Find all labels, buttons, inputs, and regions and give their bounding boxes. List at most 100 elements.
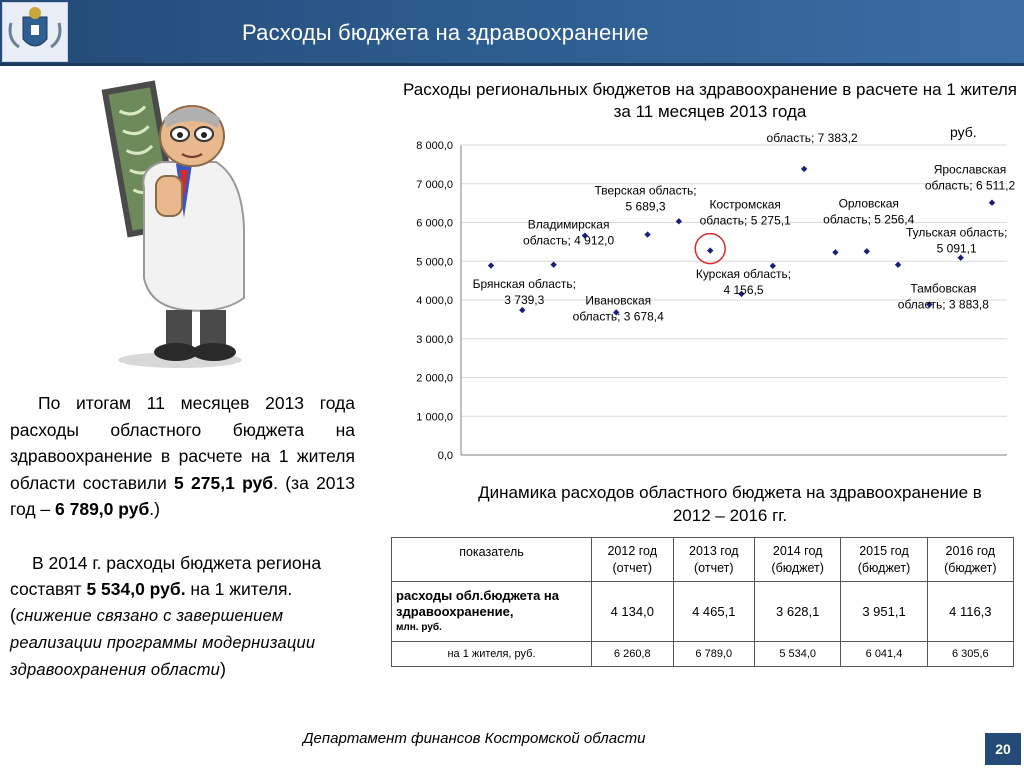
header-year: 2014 год	[772, 543, 823, 558]
row-main-label-text: расходы обл.бюджета на здравоохранение,	[396, 587, 559, 619]
data-label: область; 7 383,2	[767, 131, 858, 145]
y-tick-label: 8 000,0	[416, 140, 453, 152]
data-point	[487, 262, 495, 269]
table-header-2012: 2012 год (отчет)	[591, 537, 674, 582]
coat-of-arms-logo	[2, 2, 68, 62]
footer-department: Департамент финансов Костромской области	[303, 730, 646, 747]
page-number: 20	[985, 733, 1021, 765]
table-cell: 4 465,1	[672, 581, 756, 642]
row-main-unit: млн. руб.	[396, 621, 442, 633]
header-status: (отчет)	[612, 560, 653, 575]
summary-p1-text: По итогам 11 месяцев 2013 года расходы о…	[10, 393, 355, 493]
table-row: расходы обл.бюджета на здравоохранение, м…	[391, 581, 1015, 642]
data-point	[613, 309, 620, 316]
data-point	[550, 261, 557, 268]
table-row: на 1 жителя, руб. 6 260,8 6 789,0 5 534,…	[391, 641, 1015, 667]
header-year: 2013 год	[689, 543, 739, 558]
y-tick-label: 3 000,0	[416, 334, 453, 346]
table-cell: 4 116,3	[926, 581, 1015, 642]
data-point	[738, 290, 745, 298]
data-label: область; 3 883,8	[898, 298, 989, 312]
summary-text: По итогам 11 месяцев 2013 года расходы о…	[10, 390, 355, 523]
table-header-2015: 2015 год (бюджет)	[840, 537, 928, 582]
table-cell: 4 134,0	[591, 581, 674, 642]
table-cell: 6 041,4	[840, 641, 928, 667]
table-header-row: показатель 2012 год (отчет) 2013 год (отче…	[391, 537, 1015, 582]
table-header-2013: 2013 год (отчет)	[672, 537, 756, 582]
y-tick-label: 7 000,0	[416, 179, 453, 191]
summary-p2-value: 5 534,0 руб.	[86, 579, 186, 599]
data-label: область; 5 275,1	[700, 214, 791, 228]
data-label: Ярославская	[934, 163, 1007, 177]
data-point	[863, 248, 870, 255]
chart-unit: руб.	[950, 124, 977, 140]
data-label: 3 739,3	[504, 293, 544, 307]
data-label: Курская область;	[696, 267, 791, 281]
scatter-chart: 0,0 1 000,0 2 000,0 3 000,0 4 000,0 5 000,0 6 …	[416, 131, 1016, 462]
row-main-label: расходы обл.бюджета на здравоохранение, м…	[391, 581, 592, 642]
table-header-2016: 2016 год (бюджет)	[926, 537, 1015, 582]
y-tick-label: 5 000,0	[416, 256, 453, 268]
data-point	[675, 218, 683, 225]
summary-note: снижение связано с завершением реализаци…	[10, 607, 316, 679]
summary-p1-mid: . (за 2013 год –	[10, 472, 355, 520]
summary-note-close: )	[220, 659, 226, 679]
data-point	[581, 232, 589, 239]
summary-p1-end: .)	[149, 499, 160, 519]
header-status: (бюджет)	[771, 560, 824, 575]
data-point	[800, 165, 808, 173]
data-label: Брянская область;	[473, 277, 576, 291]
y-tick-label: 2 000,0	[416, 373, 453, 385]
summary-p1-value: 5 275,1 руб	[174, 472, 274, 493]
y-tick-label: 4 000,0	[416, 295, 453, 307]
highlight-circle	[694, 232, 726, 265]
summary-note-open: (	[10, 605, 16, 625]
summary-p1-value2: 6 789,0 руб	[55, 499, 150, 519]
data-point	[769, 262, 777, 270]
data-label: Орловская	[839, 196, 899, 210]
y-tick-label: 0,0	[438, 450, 453, 462]
header-status: (отчет)	[694, 560, 734, 575]
page-title: Расходы бюджета на здравоохранение	[242, 20, 649, 45]
table-cell: 6 305,6	[926, 641, 1015, 667]
data-label: область; 6 511,2	[925, 179, 1016, 193]
summary-p2-text: В 2014 г. расходы бюджета региона состав…	[10, 553, 322, 599]
table-cell: 5 534,0	[754, 641, 842, 667]
data-label: область; 3 678,4	[573, 309, 664, 323]
table-header-indicator: показатель	[391, 537, 592, 582]
data-label: Тамбовская	[910, 282, 976, 296]
data-label: Ивановская	[585, 293, 651, 307]
summary-p2-end: на 1 жителя.	[185, 579, 293, 599]
header-year: 2015 год	[859, 543, 909, 558]
table-cell: 3 951,1	[840, 581, 928, 642]
data-point	[988, 199, 996, 206]
table-cell: 6 789,0	[672, 641, 756, 667]
table-title: Динамика расходов областного бюджета на …	[478, 483, 982, 525]
budget-dynamics-table: показатель 2012 год (отчет) 2013 год (отче…	[391, 537, 1015, 667]
header-year: 2012 год	[607, 543, 658, 558]
data-label: 4 156,5	[723, 283, 763, 297]
data-point	[894, 261, 902, 268]
summary-text-2: В 2014 г. расходы бюджета региона состав…	[10, 550, 375, 683]
chart-title: Расходы региональных бюджетов на здравоо…	[403, 80, 1017, 121]
data-point	[957, 254, 964, 261]
data-point	[706, 247, 714, 254]
data-label: 5 689,3	[626, 200, 666, 214]
row-sub-label: на 1 жителя, руб.	[391, 641, 592, 667]
table-cell: 3 628,1	[754, 581, 842, 642]
header-status: (бюджет)	[944, 560, 997, 575]
table-header-2014: 2014 год (бюджет)	[754, 537, 842, 582]
data-label: Костромская	[709, 198, 780, 212]
header-bar: Расходы бюджета на здравоохранение	[0, 0, 1024, 66]
data-point	[519, 306, 526, 314]
data-point	[644, 231, 651, 238]
doctor-xray-illustration	[92, 78, 262, 370]
data-label: Владимирская	[528, 218, 610, 232]
data-label: 5 091,1	[937, 242, 977, 256]
data-label: Тульская область;	[906, 226, 1007, 240]
y-tick-label: 1 000,0	[416, 411, 453, 423]
data-label: область; 5 256,4	[823, 212, 914, 226]
header-status: (бюджет)	[857, 560, 911, 575]
data-point	[832, 249, 839, 256]
data-label: область; 4 912,0	[523, 234, 614, 248]
